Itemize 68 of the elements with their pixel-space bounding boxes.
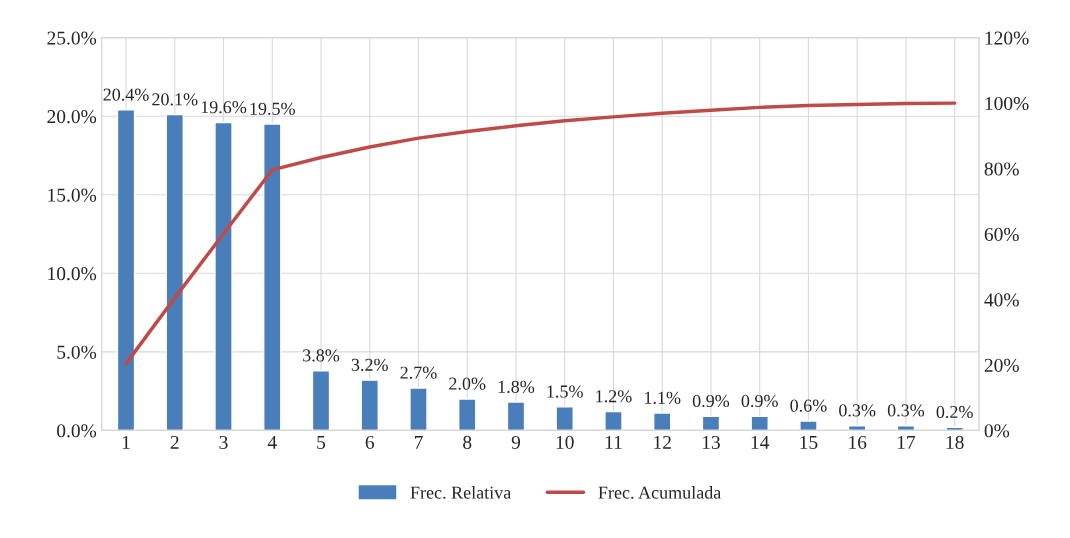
bar bbox=[409, 387, 428, 431]
y2-tick-label: 120% bbox=[985, 31, 1029, 45]
x-tick-label: 2 bbox=[170, 435, 179, 449]
data-label: 2.0% bbox=[449, 377, 486, 390]
legend-label: Frec. Relativa bbox=[410, 486, 512, 499]
bar bbox=[311, 370, 331, 431]
x-tick-label: 7 bbox=[414, 436, 423, 449]
bar bbox=[506, 401, 526, 431]
y-tick-label: 0.0% bbox=[57, 424, 97, 438]
bar bbox=[652, 412, 672, 431]
data-label: 0.9% bbox=[741, 394, 778, 408]
data-label: 1.5% bbox=[547, 385, 583, 398]
bar bbox=[701, 415, 721, 431]
x-tick-label: 18 bbox=[946, 435, 964, 449]
y-tick-label: 25.0% bbox=[47, 31, 97, 45]
x-tick-label: 4 bbox=[267, 435, 277, 449]
bar bbox=[165, 113, 184, 431]
y-tick-label: 5.0% bbox=[57, 345, 97, 359]
bar bbox=[360, 379, 379, 431]
bar bbox=[458, 398, 477, 431]
x-tick-label: 12 bbox=[654, 435, 671, 449]
x-tick-label: 6 bbox=[365, 435, 375, 449]
data-label: 20.4% bbox=[103, 88, 149, 101]
y2-tick-label: 40% bbox=[984, 293, 1019, 307]
y-tick-label: 15.0% bbox=[48, 188, 97, 202]
x-tick-label: 15 bbox=[800, 435, 818, 449]
data-label: 0.9% bbox=[692, 394, 730, 408]
y2-tick-label: 20% bbox=[984, 358, 1019, 372]
y2-tick-label: 60% bbox=[984, 227, 1019, 242]
y2-tick-label: 100% bbox=[985, 96, 1029, 111]
data-label: 1.2% bbox=[596, 390, 632, 403]
bar bbox=[799, 420, 818, 431]
x-tick-label: 5 bbox=[317, 436, 326, 449]
data-label: 3.8% bbox=[303, 349, 340, 362]
y-tick-label: 10.0% bbox=[48, 267, 97, 281]
data-label: 2.7% bbox=[400, 366, 437, 379]
bar bbox=[555, 406, 574, 431]
x-tick-label: 3 bbox=[219, 435, 228, 449]
x-tick-label: 1 bbox=[122, 435, 130, 449]
data-label: 1.8% bbox=[498, 380, 535, 393]
x-tick-label: 17 bbox=[897, 435, 916, 449]
bar bbox=[604, 410, 623, 431]
data-label: 20.1% bbox=[152, 93, 198, 106]
data-label: 0.2% bbox=[936, 405, 973, 419]
y2-tick-label: 80% bbox=[984, 162, 1019, 176]
bar bbox=[750, 415, 769, 431]
data-label: 19.5% bbox=[250, 102, 295, 115]
y2-tick-label: 0% bbox=[984, 424, 1010, 438]
data-label: 1.1% bbox=[644, 391, 681, 404]
data-label: 19.6% bbox=[201, 101, 247, 114]
x-tick-label: 16 bbox=[849, 435, 867, 449]
x-tick-label: 9 bbox=[511, 435, 521, 449]
x-tick-label: 14 bbox=[751, 435, 770, 449]
bar bbox=[847, 424, 867, 431]
x-tick-label: 10 bbox=[556, 435, 574, 449]
x-tick-label: 11 bbox=[605, 435, 622, 449]
legend-label: Frec. Acumulada bbox=[598, 486, 722, 499]
bar bbox=[263, 123, 282, 431]
bar bbox=[214, 121, 233, 431]
data-label: 3.2% bbox=[351, 358, 388, 371]
x-tick-label: 8 bbox=[463, 435, 472, 449]
bar bbox=[896, 424, 916, 431]
data-label: 0.3% bbox=[839, 404, 876, 417]
x-tick-label: 13 bbox=[702, 435, 720, 449]
data-label: 0.3% bbox=[887, 404, 925, 417]
y-tick-label: 20.0% bbox=[47, 110, 97, 124]
data-label: 0.6% bbox=[790, 399, 827, 412]
bar bbox=[116, 109, 136, 431]
